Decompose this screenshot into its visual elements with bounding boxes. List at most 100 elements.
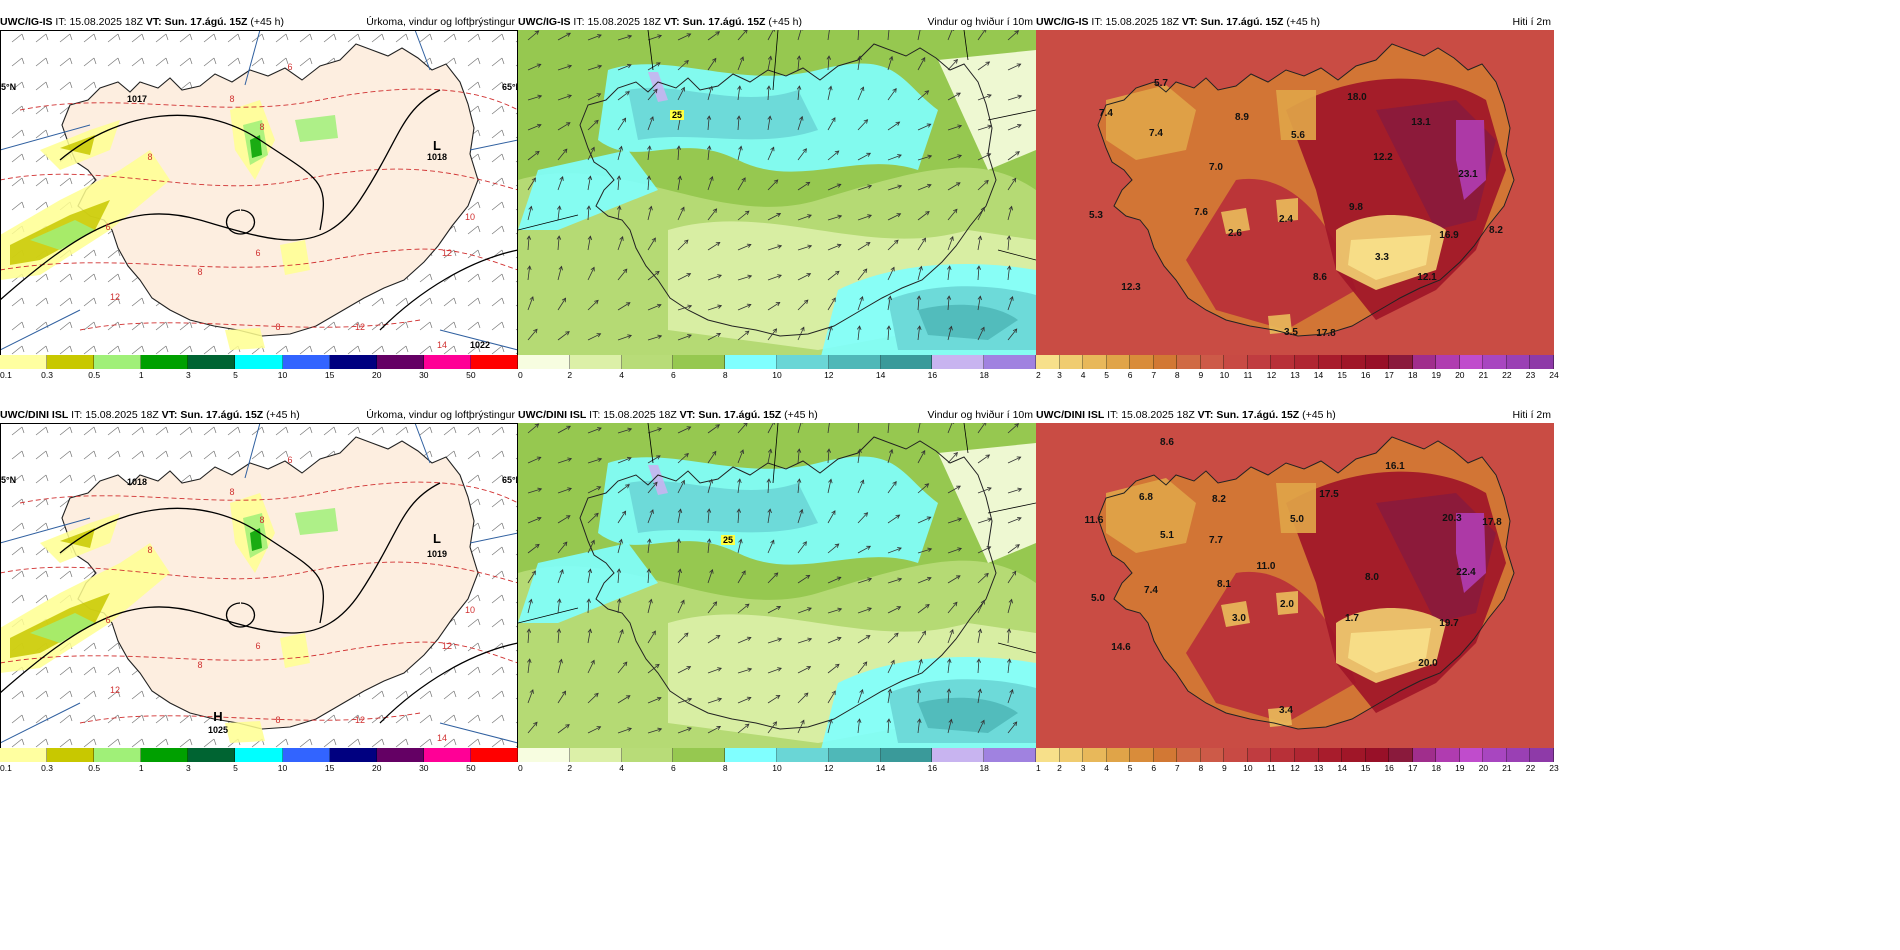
- colorbar-tick: 15: [324, 763, 335, 773]
- valid-time: Sun. 17.ágú. 15Z: [180, 409, 264, 421]
- valid-time: Sun. 17.ágú. 15Z: [1216, 409, 1300, 421]
- panel-wind-top: UWC/IG-IS IT: 15.08.2025 18Z VT: Sun. 17…: [518, 14, 1036, 397]
- panel-temp-bottom: UWC/DINI ISL IT: 15.08.2025 18Z VT: Sun.…: [1036, 407, 1559, 790]
- colorbar-swatch: [1106, 355, 1131, 369]
- iceland-outline: [1097, 43, 1515, 337]
- colorbar-tick: 2: [567, 370, 573, 380]
- colorbar-swatch: [188, 748, 236, 762]
- colorbar-tick: 3: [1080, 763, 1086, 773]
- colorbar-swatch: [1059, 355, 1084, 369]
- colorbar-swatch: [1459, 748, 1484, 762]
- colorbar-tick: 17: [1384, 370, 1394, 380]
- colorbar-swatch: [621, 355, 674, 369]
- colorbar-swatch: [329, 355, 377, 369]
- isobar-label: 12: [355, 322, 365, 332]
- isobar-label: 8: [197, 660, 202, 670]
- colorbar-tick: 18: [979, 763, 989, 773]
- colorbar-tick: 13: [1290, 370, 1300, 380]
- colorbar-tick: 2: [1057, 763, 1062, 773]
- colorbar-tick: 7: [1151, 370, 1157, 380]
- colorbar-tick: 16: [1360, 370, 1371, 380]
- temperature-value: 8.1: [1217, 579, 1231, 590]
- temperature-value: 20.0: [1418, 658, 1438, 669]
- temperature-value: 8.0: [1365, 572, 1379, 583]
- pressure-center-value: 1017: [127, 94, 147, 104]
- panel-header: UWC/DINI ISL IT: 15.08.2025 18Z VT: Sun.…: [518, 407, 1036, 423]
- colorbar-tick: 4: [619, 370, 624, 380]
- temperature-value: 14.6: [1111, 642, 1131, 653]
- valid-time: Sun. 17.ágú. 15Z: [698, 409, 782, 421]
- colorbar-tick: 0.5: [88, 370, 101, 380]
- colorbar-tick: 30: [419, 370, 429, 380]
- lead-time: (+45 h): [1286, 16, 1320, 28]
- init-label: IT:: [573, 16, 585, 28]
- panel-precip-top: UWC/IG-IS IT: 15.08.2025 18Z VT: Sun. 17…: [0, 14, 519, 397]
- panel-header: UWC/IG-IS IT: 15.08.2025 18Z VT: Sun. 17…: [0, 14, 518, 30]
- colorbar-tick: 15: [1360, 763, 1371, 773]
- latitude-label: 65°N: [0, 475, 16, 485]
- isobar-label: 1022: [470, 340, 490, 350]
- isobar-label: 10: [465, 212, 475, 222]
- colorbar-swatch: [518, 748, 570, 762]
- isobar-label: 14: [437, 733, 447, 743]
- colorbar-tick: 50: [466, 370, 476, 380]
- colorbar-tick: 16: [927, 763, 938, 773]
- temperature-value: 8.6: [1160, 437, 1174, 448]
- panel-title: Hiti í 2m: [1512, 409, 1551, 421]
- low-pressure-marker: L: [433, 531, 441, 546]
- colorbar-swatch: [880, 748, 933, 762]
- init-label: IT:: [71, 409, 83, 421]
- colorbar-swatch: [1436, 748, 1460, 762]
- colorbar-tick: 7: [1174, 763, 1180, 773]
- temperature-value: 5.7: [1154, 78, 1168, 89]
- low-pressure-value: 1018: [427, 152, 447, 162]
- colorbar-swatch: [1342, 355, 1366, 369]
- isobar-label: 12: [442, 248, 452, 258]
- colorbar-swatch: [1083, 748, 1107, 762]
- high-pressure-marker: H: [213, 709, 222, 724]
- colorbar-tick: 17: [1407, 763, 1418, 773]
- temperature-value: 2.6: [1228, 228, 1242, 239]
- colorbar-tick: 22: [1525, 763, 1536, 773]
- colorbar-tick: 22: [1502, 370, 1512, 380]
- isobar-label: 12: [110, 685, 120, 695]
- colorbar-tick: 3: [1057, 370, 1062, 380]
- colorbar-swatch: [725, 355, 777, 369]
- map-canvas: 5.7 7.4 7.4 8.9 5.6 18.0 13.1 12.2 23.1 7.0 9.8 5.3…: [1036, 30, 1554, 368]
- colorbar-tick: 0.1: [0, 763, 12, 773]
- temperature-value: 17.5: [1319, 489, 1339, 500]
- model-name: UWC/IG-IS: [518, 16, 571, 28]
- lead-time: (+45 h): [1302, 409, 1336, 421]
- colorbar-swatch: [1295, 355, 1319, 369]
- colorbar-tick: 6: [671, 763, 676, 773]
- isobar-label: 6: [255, 641, 260, 651]
- temperature-value: 5.0: [1290, 514, 1304, 525]
- colorbar-swatch: [47, 355, 95, 369]
- colorbar: 0.1 0.3 0.5 1 3 5 10 15 20 30 50: [0, 355, 519, 383]
- temperature-value: 16.9: [1439, 230, 1459, 241]
- colorbar-swatch: [1130, 748, 1154, 762]
- colorbar-tick: 23: [1549, 763, 1559, 773]
- colorbar-swatch: [776, 748, 829, 762]
- colorbar-tick: 8: [1174, 370, 1180, 380]
- colorbar-tick: 20: [371, 370, 382, 380]
- colorbar-swatch: [1506, 748, 1531, 762]
- colorbar-swatch: [569, 748, 622, 762]
- colorbar-tick: 21: [1478, 370, 1489, 380]
- init-label: IT:: [589, 409, 601, 421]
- colorbar-tick: 18: [1431, 763, 1441, 773]
- colorbar-tick: 10: [772, 370, 782, 380]
- temperature-value: 22.4: [1456, 567, 1476, 578]
- colorbar-swatch: [376, 748, 424, 762]
- isobar-label: 8: [275, 715, 280, 725]
- isobar-label: 6: [255, 248, 260, 258]
- init-time: 15.08.2025 18Z: [1105, 16, 1179, 28]
- colorbar-tick: 11: [1243, 370, 1253, 380]
- iceland-outline: [1097, 436, 1515, 730]
- colorbar-swatch: [932, 355, 985, 369]
- model-name: UWC/DINI ISL: [0, 409, 69, 421]
- colorbar-swatch: [1130, 355, 1154, 369]
- lead-time: (+45 h): [768, 16, 802, 28]
- colorbar-swatch: [1530, 355, 1555, 369]
